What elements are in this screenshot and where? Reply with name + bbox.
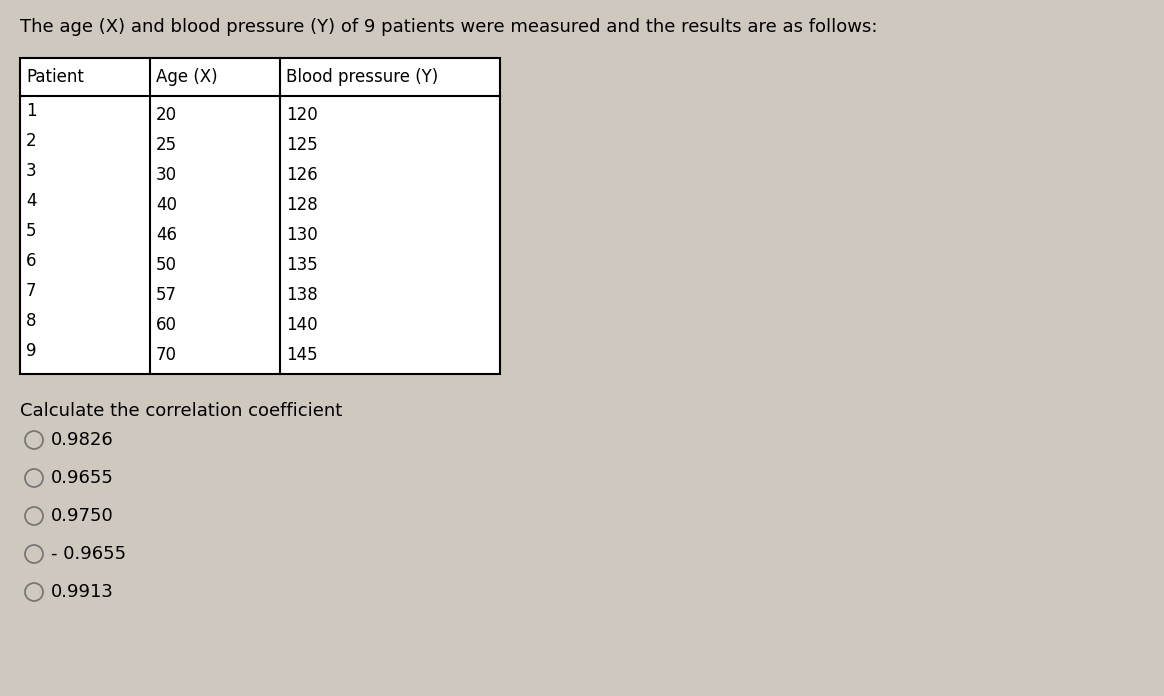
Text: 60: 60 — [156, 316, 177, 334]
Text: 0.9913: 0.9913 — [51, 583, 114, 601]
Text: 128: 128 — [286, 196, 318, 214]
Text: Calculate the correlation coefficient: Calculate the correlation coefficient — [20, 402, 342, 420]
Text: 120: 120 — [286, 106, 318, 124]
Text: 50: 50 — [156, 256, 177, 274]
Text: 0.9750: 0.9750 — [51, 507, 114, 525]
Text: 25: 25 — [156, 136, 177, 154]
Text: Patient: Patient — [26, 68, 84, 86]
Text: 70: 70 — [156, 346, 177, 364]
Text: 0.9655: 0.9655 — [51, 469, 114, 487]
Text: 9: 9 — [26, 342, 36, 360]
Text: 57: 57 — [156, 286, 177, 304]
Text: 145: 145 — [286, 346, 318, 364]
Text: - 0.9655: - 0.9655 — [51, 545, 126, 563]
Text: 30: 30 — [156, 166, 177, 184]
Text: 1: 1 — [26, 102, 36, 120]
Text: 46: 46 — [156, 226, 177, 244]
Text: 135: 135 — [286, 256, 318, 274]
Text: Age (X): Age (X) — [156, 68, 218, 86]
Text: 40: 40 — [156, 196, 177, 214]
Text: The age (X) and blood pressure (Y) of 9 patients were measured and the results a: The age (X) and blood pressure (Y) of 9 … — [20, 18, 878, 36]
Text: Blood pressure (Y): Blood pressure (Y) — [286, 68, 439, 86]
Text: 140: 140 — [286, 316, 318, 334]
Text: 125: 125 — [286, 136, 318, 154]
Text: 138: 138 — [286, 286, 318, 304]
Text: 0.9826: 0.9826 — [51, 431, 114, 449]
Text: 20: 20 — [156, 106, 177, 124]
Text: 2: 2 — [26, 132, 36, 150]
Text: 3: 3 — [26, 162, 36, 180]
Text: 126: 126 — [286, 166, 318, 184]
Text: 7: 7 — [26, 282, 36, 300]
Text: 130: 130 — [286, 226, 318, 244]
Text: 5: 5 — [26, 222, 36, 240]
Bar — [20, 58, 501, 374]
Text: 6: 6 — [26, 252, 36, 270]
Text: 8: 8 — [26, 312, 36, 330]
Text: 4: 4 — [26, 192, 36, 210]
